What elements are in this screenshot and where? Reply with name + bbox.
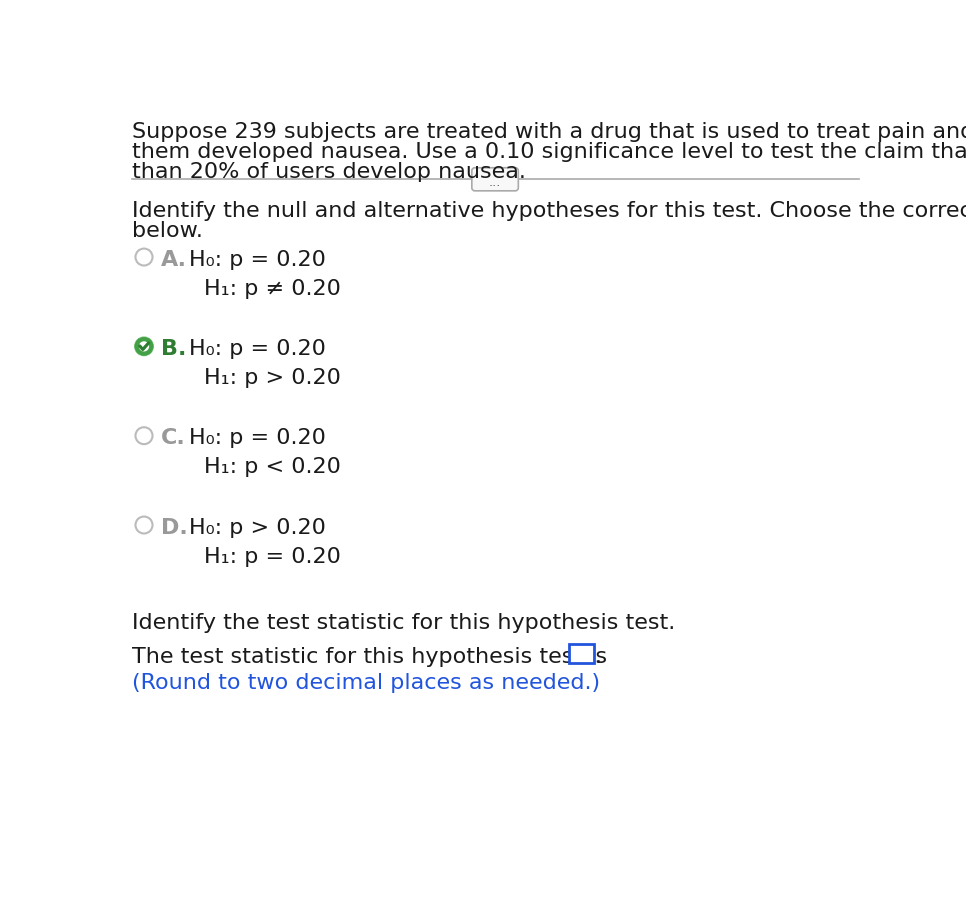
Text: ...: ... [489, 176, 501, 189]
Text: than 20% of users develop nausea.: than 20% of users develop nausea. [131, 161, 526, 181]
Text: H₁: p < 0.20: H₁: p < 0.20 [205, 457, 341, 477]
Text: H₁: p > 0.20: H₁: p > 0.20 [205, 368, 341, 388]
FancyBboxPatch shape [569, 644, 593, 663]
Circle shape [139, 343, 149, 352]
Text: H₀: p = 0.20: H₀: p = 0.20 [189, 250, 326, 270]
Text: A.: A. [161, 250, 187, 270]
Text: H₀: p = 0.20: H₀: p = 0.20 [189, 339, 326, 359]
FancyBboxPatch shape [471, 169, 519, 191]
Text: C.: C. [161, 428, 185, 447]
Text: below.: below. [131, 220, 203, 241]
Text: (Round to two decimal places as needed.): (Round to two decimal places as needed.) [131, 672, 600, 692]
Text: D.: D. [161, 517, 187, 537]
Text: Suppose 239 subjects are treated with a drug that is used to treat pain and 52 o: Suppose 239 subjects are treated with a … [131, 122, 966, 141]
Text: .: . [595, 646, 602, 666]
Text: H₁: p ≠ 0.20: H₁: p ≠ 0.20 [205, 279, 341, 299]
Text: Identify the test statistic for this hypothesis test.: Identify the test statistic for this hyp… [131, 612, 675, 632]
Text: B.: B. [161, 339, 186, 359]
Text: H₀: p = 0.20: H₀: p = 0.20 [189, 428, 326, 447]
Text: Identify the null and alternative hypotheses for this test. Choose the correct a: Identify the null and alternative hypoth… [131, 200, 966, 220]
Circle shape [135, 339, 153, 355]
Text: them developed nausea. Use a 0.10 significance level to test the claim that more: them developed nausea. Use a 0.10 signif… [131, 141, 966, 161]
Text: The test statistic for this hypothesis test is: The test statistic for this hypothesis t… [131, 646, 607, 666]
Text: H₀: p > 0.20: H₀: p > 0.20 [189, 517, 326, 537]
Text: H₁: p = 0.20: H₁: p = 0.20 [205, 547, 341, 566]
